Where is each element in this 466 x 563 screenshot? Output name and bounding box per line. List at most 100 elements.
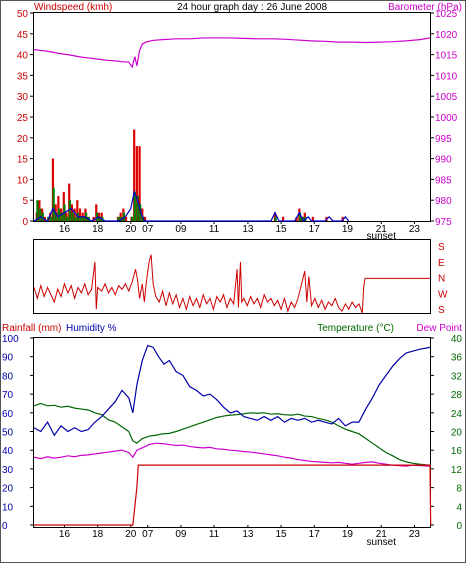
left-label-windspeed: Windspeed (kmh)	[34, 2, 112, 13]
temperature-y-tick-label: 28	[451, 390, 463, 401]
gust-bar	[135, 146, 138, 221]
baro-y-tick-label: 995	[435, 134, 452, 145]
wind-x-tick-label: 13	[242, 224, 254, 235]
avg-wind-bar	[136, 196, 139, 221]
rain-x-tick-label: 07	[142, 529, 154, 540]
direction-tick-label: S	[438, 305, 445, 316]
avg-wind-bar	[38, 208, 42, 221]
avg-wind-bar	[133, 191, 136, 221]
wind-x-tick-label: 11	[209, 224, 220, 235]
humidity-y-tick-label: 60	[2, 409, 14, 420]
avg-wind-bar	[274, 216, 277, 221]
wind-x-tick-label: 15	[276, 224, 288, 235]
panel-rain-humidity-temp	[33, 337, 431, 528]
gust-bar	[92, 216, 95, 221]
wind-x-tick-label: 16	[59, 224, 71, 235]
humidity-line	[33, 344, 431, 437]
temperature-y-tick-label: 20	[451, 428, 463, 439]
avg-wind-bar	[98, 216, 101, 221]
wind-x-tick-label: 07	[142, 224, 154, 235]
avg-wind-bar	[95, 212, 99, 221]
direction-tick-label: S	[438, 242, 445, 253]
right-label-barometer: Barometer (hPa)	[388, 2, 462, 13]
right-label-dewpoint: Dew Point	[416, 323, 462, 334]
direction-tick-label: W	[438, 289, 448, 300]
baro-y-tick-label: 975	[435, 217, 452, 228]
wind-x-tick-label: 09	[175, 224, 187, 235]
avg-wind-bar	[41, 212, 44, 221]
gust-bar	[341, 216, 344, 221]
gust-bar	[311, 216, 314, 221]
temperature-y-tick-label: 40	[451, 334, 463, 345]
wind-y-tick-label: 5	[22, 196, 28, 207]
humidity-y-tick-label: 30	[2, 465, 14, 476]
wind-x-tick-label: 20	[125, 224, 137, 235]
gust-bar	[57, 196, 60, 221]
wind-x-tick-label: 17	[309, 224, 321, 235]
humidity-y-tick-label: 0	[2, 521, 8, 532]
barometer-line	[33, 37, 431, 69]
wind-y-tick-label: 25	[17, 113, 29, 124]
rain-x-tick-label: 20	[125, 529, 137, 540]
chart-title: 24 hour graph day : 26 June 2008	[177, 2, 328, 13]
avg-wind-bar	[122, 212, 126, 221]
gust-bar	[138, 146, 141, 221]
gust-bar	[143, 216, 147, 221]
rain-x-tick-label: 15	[276, 529, 288, 540]
right-label-temperature: Temperature (°C)	[317, 323, 394, 334]
temperature-y-tick-label: 24	[451, 409, 463, 420]
avg-wind-bar	[49, 216, 53, 221]
avg-wind-bar	[57, 208, 61, 221]
panel-wind-direction	[33, 239, 431, 314]
wind-y-tick-label: 20	[17, 134, 29, 145]
wind-y-tick-label: 15	[17, 155, 29, 166]
rain-sunset-label: sunset	[367, 537, 397, 548]
humidity-y-tick-label: 20	[2, 484, 14, 495]
rainfall-line	[34, 464, 432, 526]
baro-y-tick-label: 1005	[435, 92, 458, 103]
humidity-y-tick-label: 70	[2, 390, 14, 401]
avg-wind-bar	[82, 216, 85, 221]
gust-bar	[133, 129, 136, 221]
rain-x-tick-label: 21	[376, 529, 388, 540]
humidity-y-tick-label: 10	[2, 502, 14, 513]
temperature-line	[33, 402, 431, 466]
temperature-y-tick-label: 16	[451, 446, 463, 457]
wind-y-tick-label: 10	[17, 175, 29, 186]
baro-y-tick-label: 1025	[435, 9, 458, 20]
humidity-y-tick-label: 80	[2, 371, 14, 382]
rain-x-tick-label: 16	[59, 529, 71, 540]
direction-tick-label: N	[438, 274, 445, 285]
wind-y-tick-label: 45	[17, 30, 29, 41]
temperature-y-tick-label: 0	[456, 521, 462, 532]
avg-wind-bar	[79, 216, 82, 221]
wind-y-tick-label: 30	[17, 92, 29, 103]
gust-bar	[124, 216, 128, 221]
left-label-rainfall: Rainfall (mm)	[2, 323, 61, 334]
wind-speed-line	[33, 189, 350, 222]
rain-x-tick-label: 13	[242, 529, 254, 540]
direction-tick-label: E	[438, 258, 445, 269]
gust-bar	[282, 216, 285, 221]
humidity-y-tick-label: 40	[2, 446, 14, 457]
rain-x-tick-label: 11	[209, 529, 220, 540]
gust-bar	[73, 208, 76, 221]
baro-y-tick-label: 985	[435, 175, 452, 186]
baro-y-tick-label: 1020	[435, 30, 458, 41]
baro-y-tick-label: 1015	[435, 51, 458, 62]
humidity-y-tick-label: 50	[2, 428, 14, 439]
temperature-y-tick-label: 8	[456, 484, 462, 495]
temperature-y-tick-label: 36	[451, 353, 463, 364]
avg-wind-bar	[139, 204, 142, 221]
baro-y-tick-label: 1010	[435, 71, 458, 82]
avg-wind-bar	[66, 216, 69, 221]
rain-x-tick-label: 17	[309, 529, 321, 540]
gust-bar	[76, 200, 79, 221]
left-label-humidity: Humidity %	[66, 323, 117, 334]
baro-y-tick-label: 1000	[435, 113, 458, 124]
wind-sunset-label: sunset	[367, 231, 397, 242]
avg-wind-bar	[36, 200, 39, 221]
wind-y-tick-label: 0	[22, 217, 28, 228]
dewpoint-line	[33, 442, 431, 467]
